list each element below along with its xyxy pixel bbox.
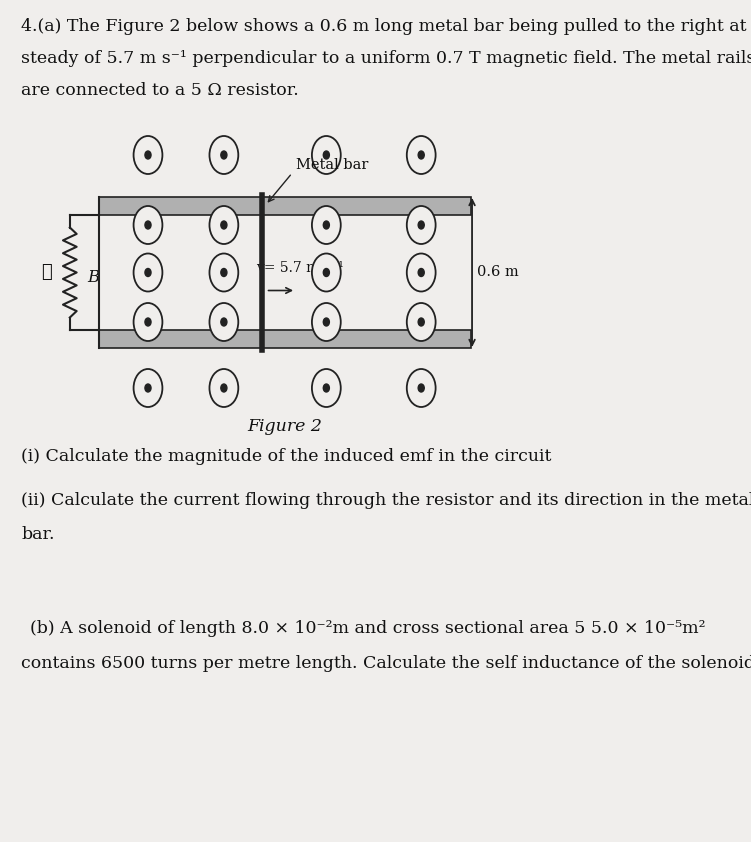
Circle shape: [407, 369, 436, 407]
Circle shape: [210, 206, 238, 244]
Circle shape: [418, 384, 424, 392]
Text: (i) Calculate the magnitude of the induced emf in the circuit: (i) Calculate the magnitude of the induc…: [21, 448, 552, 465]
Circle shape: [312, 253, 341, 291]
Circle shape: [418, 318, 424, 326]
Circle shape: [407, 303, 436, 341]
Text: v= 5.7 m s⁻¹: v= 5.7 m s⁻¹: [256, 260, 343, 274]
Circle shape: [323, 269, 330, 276]
Circle shape: [323, 151, 330, 159]
Text: bar.: bar.: [21, 526, 55, 543]
Text: (b) A solenoid of length 8.0 × 10⁻²m and cross sectional area 5 5.0 × 10⁻⁵m²: (b) A solenoid of length 8.0 × 10⁻²m and…: [30, 620, 706, 637]
Circle shape: [418, 151, 424, 159]
Circle shape: [134, 136, 162, 174]
Circle shape: [210, 369, 238, 407]
Circle shape: [210, 136, 238, 174]
Text: steady of 5.7 m s⁻¹ perpendicular to a uniform 0.7 T magnetic field. The metal r: steady of 5.7 m s⁻¹ perpendicular to a u…: [21, 50, 751, 67]
Circle shape: [221, 269, 227, 276]
Text: Metal bar: Metal bar: [296, 158, 368, 172]
Circle shape: [323, 318, 330, 326]
Bar: [98, 330, 471, 348]
Circle shape: [312, 369, 341, 407]
Circle shape: [407, 253, 436, 291]
Text: B: B: [87, 269, 100, 286]
Circle shape: [210, 253, 238, 291]
Circle shape: [221, 318, 227, 326]
Circle shape: [134, 369, 162, 407]
Circle shape: [418, 269, 424, 276]
Circle shape: [312, 136, 341, 174]
Circle shape: [407, 206, 436, 244]
Circle shape: [323, 384, 330, 392]
Circle shape: [312, 303, 341, 341]
Circle shape: [221, 221, 227, 229]
Circle shape: [145, 384, 151, 392]
Text: 0.6 m: 0.6 m: [477, 265, 518, 280]
Circle shape: [221, 151, 227, 159]
Text: 4.(a) The Figure 2 below shows a 0.6 m long metal bar being pulled to the right : 4.(a) The Figure 2 below shows a 0.6 m l…: [21, 18, 751, 35]
Circle shape: [134, 303, 162, 341]
Text: ℓ: ℓ: [41, 264, 52, 281]
Text: are connected to a 5 Ω resistor.: are connected to a 5 Ω resistor.: [21, 82, 299, 99]
Text: contains 6500 turns per metre length. Calculate the self inductance of the solen: contains 6500 turns per metre length. Ca…: [21, 655, 751, 672]
Circle shape: [145, 318, 151, 326]
Text: Figure 2: Figure 2: [247, 418, 322, 435]
Circle shape: [134, 253, 162, 291]
Circle shape: [145, 151, 151, 159]
Circle shape: [134, 206, 162, 244]
Circle shape: [145, 269, 151, 276]
Circle shape: [418, 221, 424, 229]
Bar: [98, 197, 471, 215]
Circle shape: [323, 221, 330, 229]
Circle shape: [312, 206, 341, 244]
Circle shape: [210, 303, 238, 341]
Circle shape: [145, 221, 151, 229]
Text: (ii) Calculate the current flowing through the resistor and its direction in the: (ii) Calculate the current flowing throu…: [21, 492, 751, 509]
Circle shape: [221, 384, 227, 392]
Circle shape: [407, 136, 436, 174]
